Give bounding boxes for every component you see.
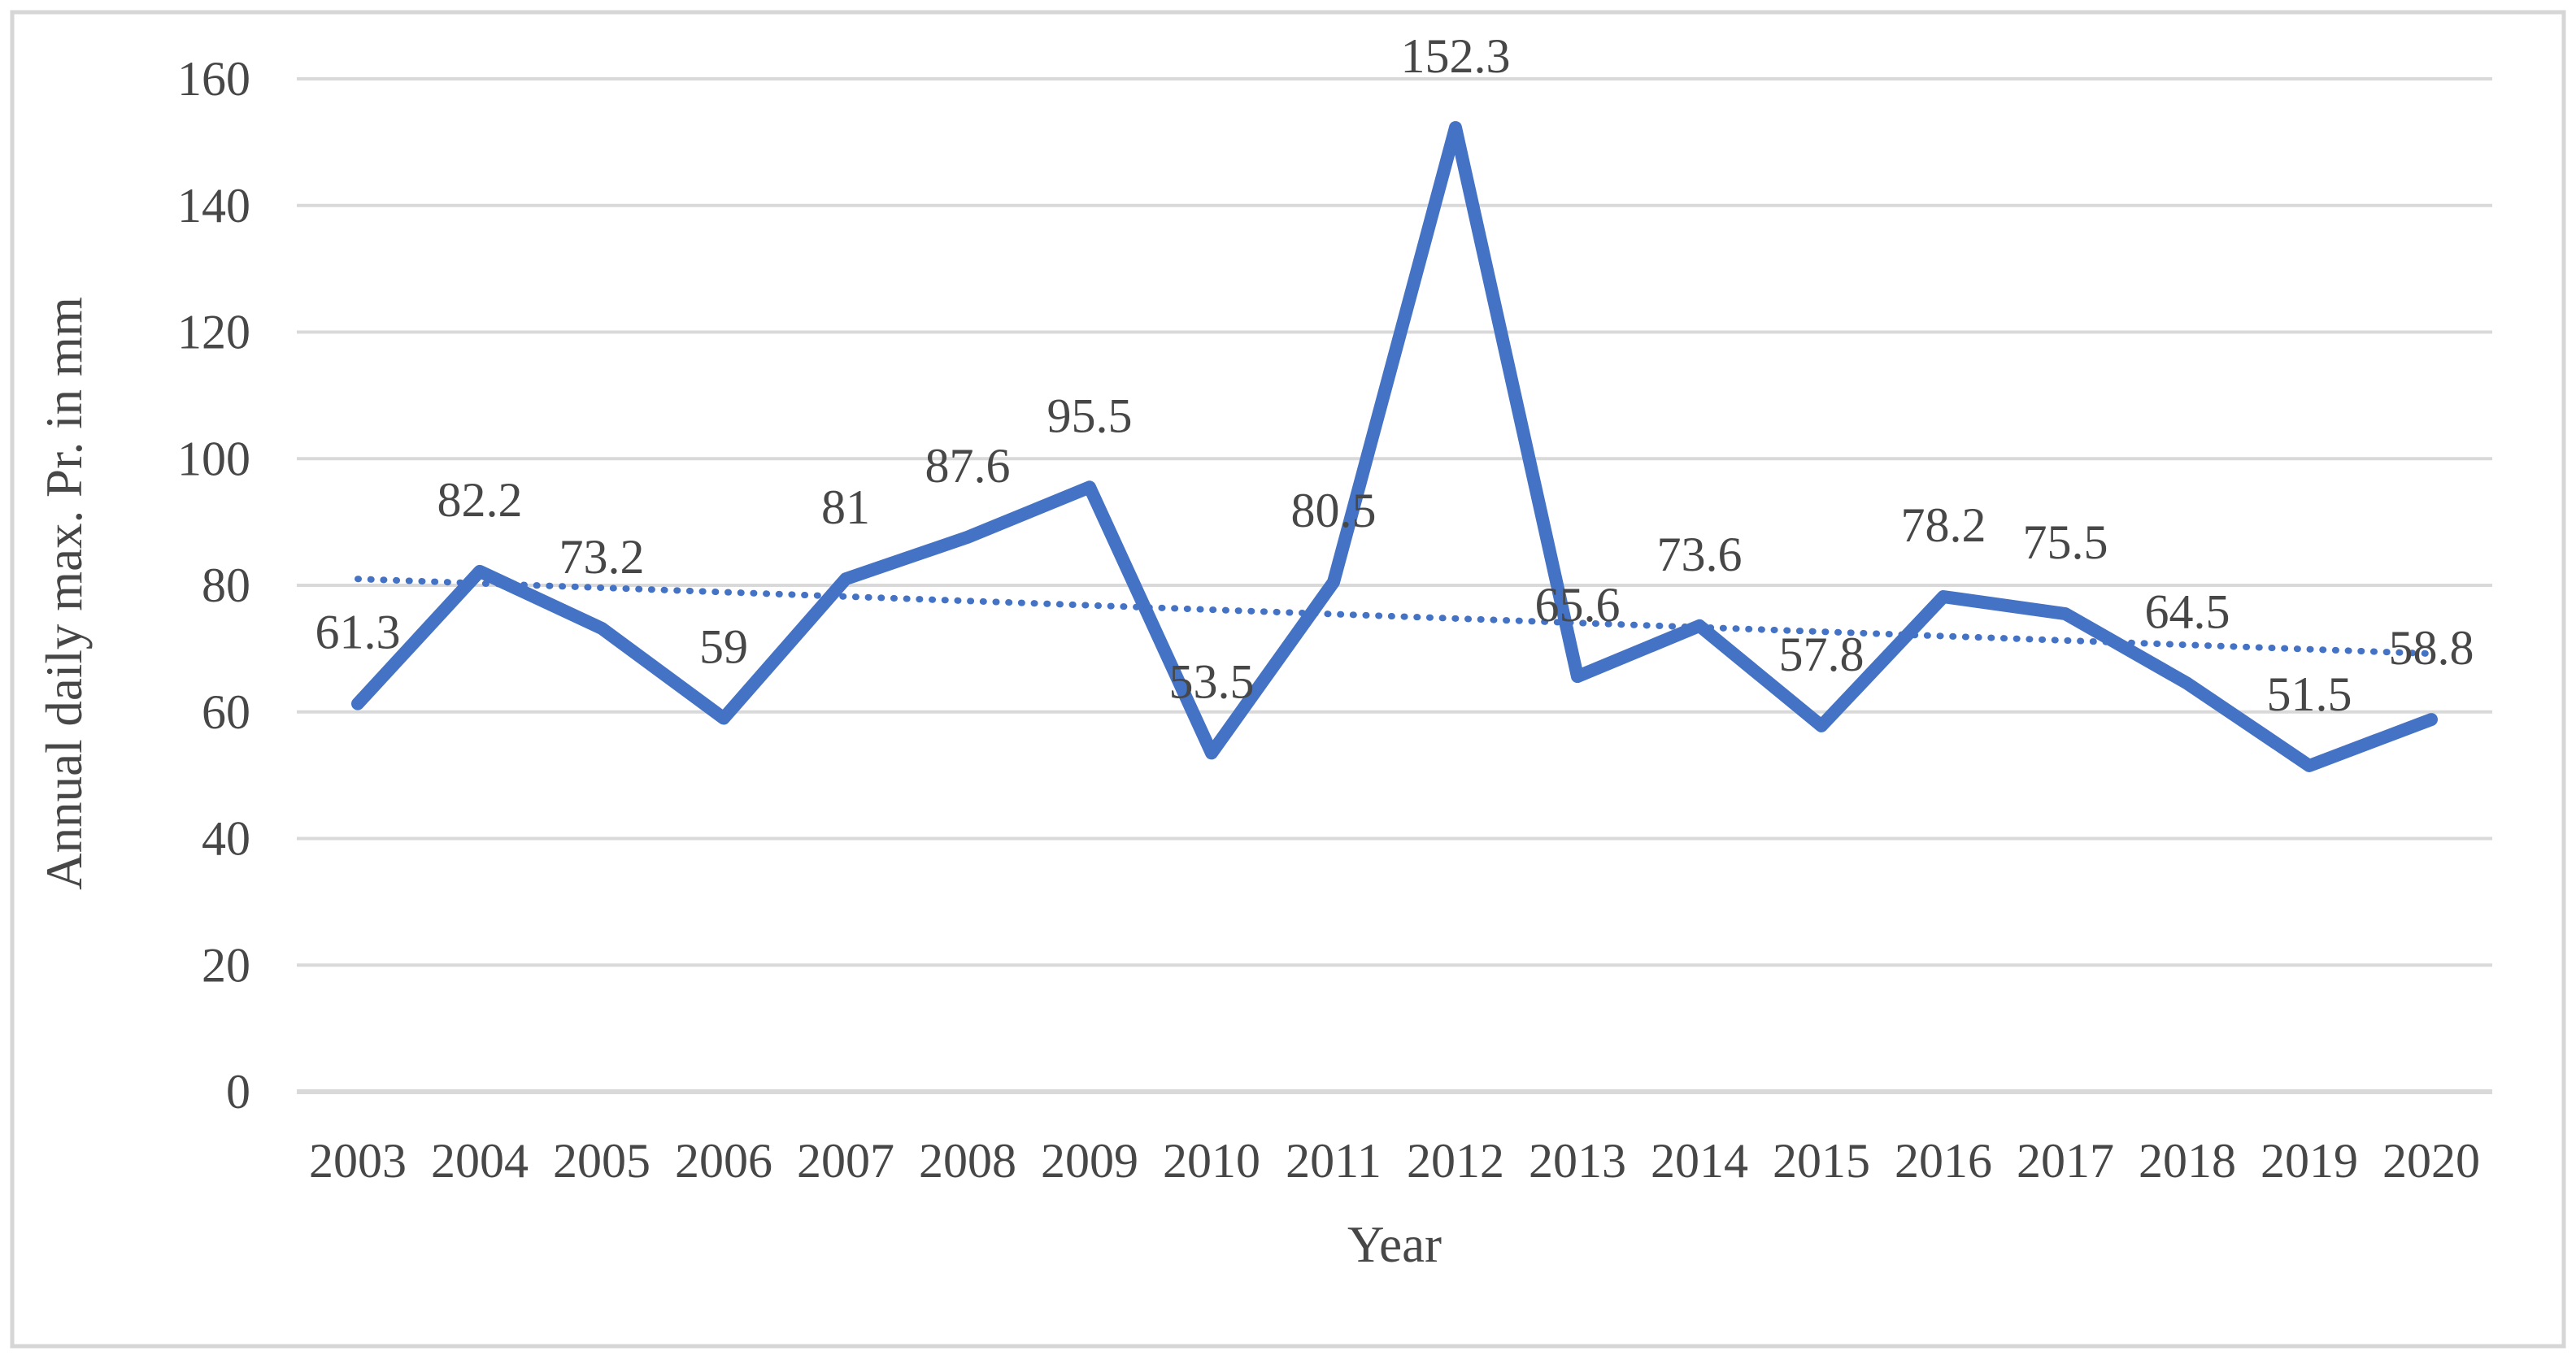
series-group: [351, 120, 2438, 772]
data-label: 75.5: [2023, 515, 2108, 569]
data-label: 51.5: [2267, 667, 2352, 721]
x-tick-label: 2008: [919, 1134, 1016, 1188]
x-tick-label: 2011: [1286, 1134, 1382, 1188]
data-label: 81: [821, 480, 870, 534]
gridlines-group: [297, 77, 2492, 1094]
x-tick-label: 2012: [1407, 1134, 1504, 1188]
y-tick-label: 160: [177, 52, 250, 106]
data-label: 61.3: [315, 606, 401, 659]
x-axis-title: Year: [1347, 1216, 1442, 1273]
precipitation-series-line: [351, 120, 2438, 772]
trendline-group: [355, 576, 2435, 658]
data-label: 82.2: [437, 473, 523, 527]
data-label: 78.2: [1901, 498, 1986, 552]
x-tick-label: 2004: [431, 1134, 529, 1188]
x-tick-label: 2005: [553, 1134, 651, 1188]
x-tick-label: 2017: [2017, 1134, 2114, 1188]
data-label: 73.2: [559, 530, 645, 584]
trendline: [355, 576, 2435, 658]
y-axis-tick-labels: 0 20 40 60 80 100 120 140 160: [177, 52, 250, 1119]
y-tick-label: 80: [202, 558, 250, 612]
y-tick-label: 140: [177, 179, 250, 232]
x-tick-label: 2009: [1041, 1134, 1138, 1188]
y-axis-title: Annual daily max. Pr. in mm: [36, 297, 93, 890]
x-tick-label: 2010: [1163, 1134, 1260, 1188]
data-label: 73.6: [1657, 528, 1743, 581]
data-labels-group: 61.3 82.2 73.2 59 81 87.6 95.5 53.5 80.5 152.3 65.…: [315, 29, 2474, 721]
data-label: 80.5: [1291, 484, 1377, 537]
data-label: 59: [699, 620, 748, 674]
data-label: 64.5: [2145, 585, 2230, 639]
data-label: 95.5: [1047, 389, 1133, 442]
data-label: 152.3: [1401, 29, 1511, 83]
x-tick-label: 2016: [1895, 1134, 1992, 1188]
x-axis-tick-labels: 2003 2004 2005 2006 2007 2008 2009 2010 2011 2012…: [309, 1134, 2480, 1188]
x-tick-label: 2020: [2382, 1134, 2480, 1188]
x-tick-label: 2019: [2261, 1134, 2358, 1188]
x-tick-label: 2003: [309, 1134, 407, 1188]
x-tick-label: 2006: [675, 1134, 772, 1188]
data-label: 65.6: [1535, 578, 1621, 632]
x-tick-label: 2018: [2139, 1134, 2236, 1188]
y-tick-label: 20: [202, 938, 250, 992]
y-tick-label: 120: [177, 306, 250, 359]
y-tick-label: 40: [202, 812, 250, 866]
x-tick-label: 2007: [797, 1134, 894, 1188]
figure-border: [10, 10, 2566, 1349]
data-label: 87.6: [925, 439, 1011, 493]
x-tick-label: 2015: [1773, 1134, 1870, 1188]
x-tick-label: 2013: [1529, 1134, 1626, 1188]
data-label: 57.8: [1779, 628, 1865, 681]
x-tick-label: 2014: [1651, 1134, 1748, 1188]
data-label: 58.8: [2389, 621, 2474, 675]
y-tick-label: 60: [202, 685, 250, 739]
y-tick-label: 0: [226, 1065, 250, 1119]
y-tick-label: 100: [177, 432, 250, 485]
data-label: 53.5: [1169, 654, 1255, 708]
